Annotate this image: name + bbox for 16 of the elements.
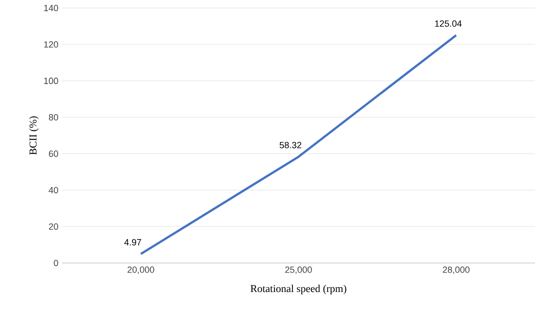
x-tick-label: 25,000 — [285, 266, 312, 274]
y-axis-title: BCII (%) — [29, 116, 39, 155]
y-tick-label: 0 — [54, 260, 58, 266]
y-tick-label: 140 — [44, 4, 58, 12]
data-label: 125.04 — [435, 20, 462, 27]
x-tick-label: 20,000 — [128, 266, 154, 274]
y-tick-label: 60 — [48, 150, 58, 157]
y-tick-label: 20 — [48, 223, 58, 230]
x-tick-label: 28,000 — [442, 266, 470, 274]
y-tick-label: 40 — [48, 186, 58, 194]
x-axis-title: Rotational speed (rpm) — [250, 284, 346, 294]
y-tick-label: 100 — [44, 78, 58, 84]
data-label: 58.32 — [280, 142, 302, 148]
data-label: 4.97 — [124, 239, 142, 246]
y-tick-label: 80 — [48, 114, 58, 120]
y-tick-label: 120 — [44, 41, 58, 48]
